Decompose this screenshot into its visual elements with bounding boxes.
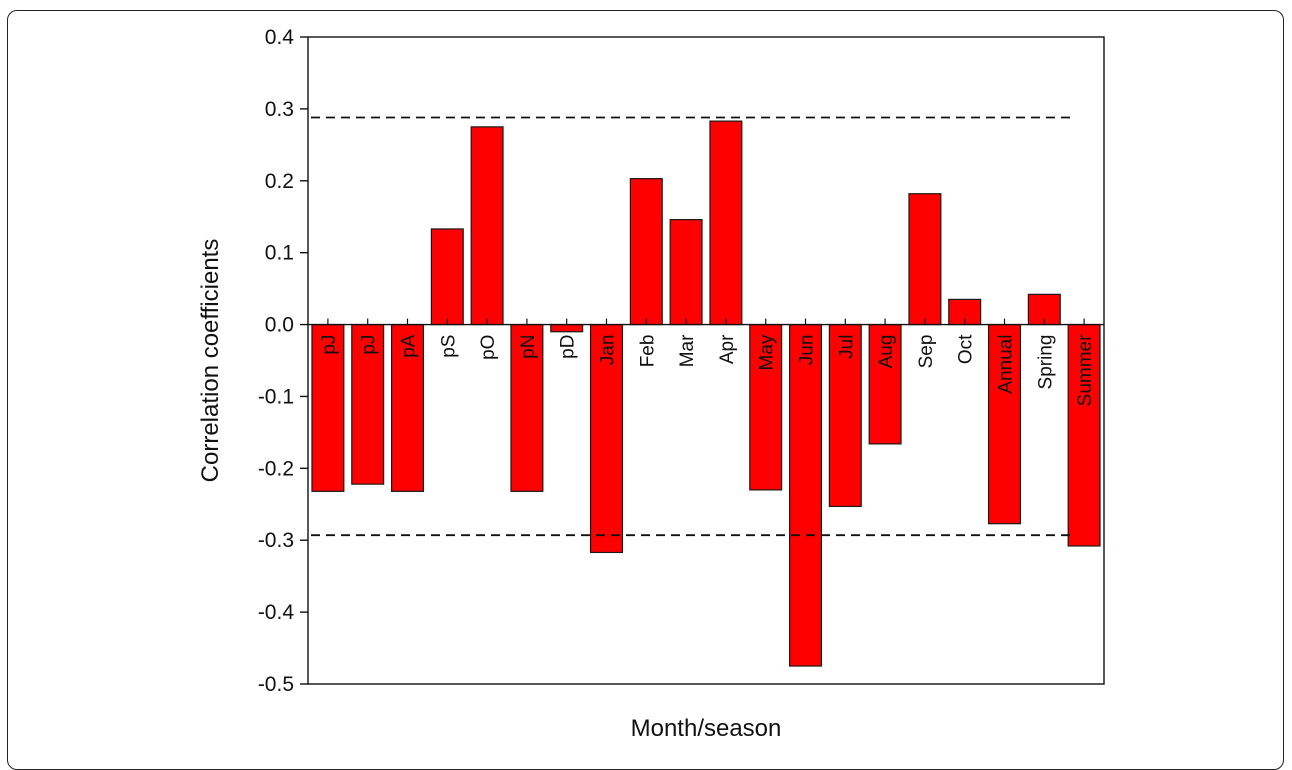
category-label: Spring — [1035, 335, 1056, 390]
axes: -0.5 -0.4 -0.3 -0.2 -0.1 0.0 0.1 0.2 0.3 0.4 — [258, 26, 1105, 696]
category-label: Oct — [956, 334, 977, 364]
bar-9 — [629, 178, 663, 326]
category-label: Jan — [598, 335, 619, 366]
bar-13 — [788, 323, 823, 667]
category-label: May — [757, 334, 778, 370]
y-tick-label: 0.1 — [265, 242, 294, 265]
bar-10 — [669, 219, 703, 326]
bar-2 — [351, 323, 385, 485]
y-tick-label: -0.2 — [258, 457, 294, 480]
y-tick-label: -0.1 — [258, 385, 294, 408]
category-label: Feb — [637, 335, 658, 368]
bar-18 — [987, 323, 1022, 525]
category-label: pD — [558, 335, 579, 359]
x-axis-title: Month/season — [631, 715, 782, 742]
y-axis-title: Correlation coefficients — [197, 239, 224, 483]
category-label: pJ — [319, 335, 340, 355]
significance-lines — [311, 116, 1076, 537]
category-label: pJ — [359, 335, 380, 355]
category-label: pO — [478, 335, 499, 360]
y-tick-label: -0.4 — [258, 601, 295, 624]
category-label: Aug — [876, 335, 897, 369]
bar-chart: -0.5-0.4-0.3-0.2-0.10.00.10.20.30.4 pJ pJ… — [197, 26, 1105, 742]
category-label: pS — [438, 335, 459, 358]
category-label: Summer — [1075, 334, 1096, 406]
bar-20 — [1067, 323, 1101, 547]
bar-7 — [550, 323, 584, 333]
bar-12 — [749, 323, 783, 491]
bar-11 — [709, 120, 743, 326]
y-tick-label: 0.2 — [265, 170, 294, 193]
bar-15 — [868, 323, 902, 445]
bars-layer — [311, 120, 1101, 667]
category-label: pA — [399, 334, 420, 358]
category-label: Annual — [996, 335, 1017, 394]
bar-8 — [589, 323, 624, 554]
category-label: Apr — [717, 334, 738, 364]
category-label: Sep — [916, 335, 937, 369]
y-tick-label: 0.3 — [265, 98, 294, 121]
category-label: pN — [518, 335, 539, 359]
bar-5 — [470, 126, 504, 326]
plot-area-frame — [307, 36, 1105, 685]
category-label: Jul — [836, 335, 857, 359]
bar-14 — [828, 323, 862, 508]
category-label: Jun — [797, 335, 818, 366]
y-tick-label: 0.4 — [265, 26, 295, 49]
category-label: Mar — [677, 334, 698, 367]
y-tick-label: -0.3 — [258, 529, 294, 552]
bar-16 — [908, 193, 942, 326]
y-tick-label: 0.0 — [265, 314, 294, 337]
y-tick-label: -0.5 — [258, 673, 294, 696]
bar-4 — [430, 228, 464, 326]
category-labels: pJ pJ pA pS pO pN pD Jan Feb Mar Apr May Jun Jul Aug Se… — [319, 334, 1096, 407]
